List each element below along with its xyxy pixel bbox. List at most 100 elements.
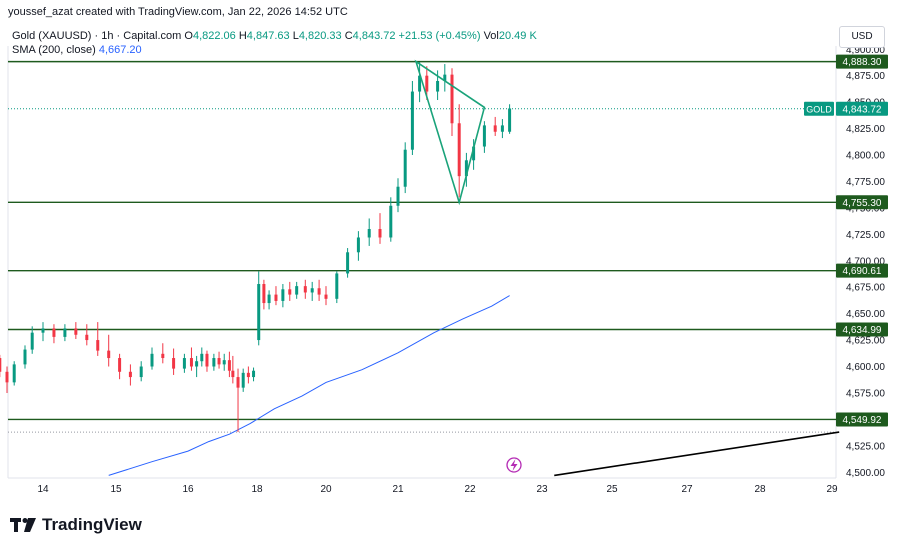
candle-body [246, 372, 250, 378]
candle-body [436, 80, 440, 92]
y-tick-label: 4,900.00 [846, 45, 885, 56]
low-label: L [292, 30, 299, 42]
candle-body [172, 358, 176, 369]
y-tick-label: 4,875.00 [846, 71, 885, 82]
x-tick-label: 25 [606, 484, 618, 495]
x-tick-label: 23 [536, 484, 548, 495]
y-tick-label: 4,800.00 [846, 151, 885, 162]
candle-body [443, 74, 447, 81]
candle-body [96, 340, 100, 351]
sma-legend[interactable]: SMA (200, close) 4,667.20 [12, 44, 142, 56]
candle-body [356, 237, 360, 253]
chart-attribution: youssef_azat created with TradingView.co… [8, 6, 348, 18]
level-price-tag [836, 412, 888, 427]
candle-body [5, 371, 9, 383]
trend-line [554, 431, 840, 477]
candle-body [85, 334, 89, 341]
level-price-tag [836, 54, 888, 69]
y-tick-label: 4,675.00 [846, 283, 885, 294]
x-tick-label: 18 [251, 484, 263, 495]
candle-body [378, 229, 382, 238]
candle-body [189, 358, 193, 367]
level-price-label: 4,888.30 [843, 57, 882, 68]
level-price-label: 4,634.99 [843, 325, 882, 336]
symbol-name[interactable]: Gold (XAUUSD) · 1h · Capital.com [12, 30, 182, 42]
sma-label: SMA (200, close) [12, 44, 96, 56]
candle-body [303, 286, 307, 293]
candle-body [295, 286, 299, 295]
candle-body [410, 91, 414, 150]
open-label: O [184, 30, 193, 42]
current-price-tag [836, 101, 888, 116]
candle-body [241, 372, 245, 388]
candle-body [236, 377, 240, 388]
candle-body [23, 349, 27, 365]
currency-selector[interactable]: USD [839, 26, 885, 48]
sma-line [108, 295, 510, 476]
candle-body [288, 289, 292, 295]
x-tick-label: 14 [37, 484, 49, 495]
candle-body [63, 328, 67, 337]
y-tick-label: 4,600.00 [846, 362, 885, 373]
x-tick-label: 22 [464, 484, 476, 495]
lightning-icon-bolt [510, 459, 518, 471]
symbol-price-tag [804, 101, 834, 116]
candle-body [450, 74, 454, 124]
level-price-label: 4,549.92 [843, 415, 882, 426]
candle-body [346, 252, 350, 274]
x-tick-label: 21 [392, 484, 404, 495]
y-tick-label: 4,725.00 [846, 230, 885, 241]
candle-body [52, 328, 56, 337]
volume-value: 20.49 K [498, 30, 537, 42]
candle-body [389, 205, 393, 238]
candle-body [281, 289, 285, 301]
candle-body [493, 125, 497, 132]
x-tick-label: 16 [182, 484, 194, 495]
candle-body [500, 125, 504, 132]
candle-body [425, 75, 429, 92]
candle-body [508, 108, 512, 132]
open-value: 4,822.06 [192, 30, 236, 42]
candle-body [205, 353, 209, 367]
candle-body [367, 229, 371, 238]
y-tick-label: 4,700.00 [846, 256, 885, 267]
tradingview-logo-icon [10, 518, 36, 532]
candle-body [150, 353, 154, 367]
y-tick-label: 4,825.00 [846, 124, 885, 135]
volume-label: Vol [483, 30, 499, 42]
candle-body [222, 360, 226, 365]
brand-name: TradingView [42, 515, 142, 534]
lightning-icon[interactable] [506, 457, 522, 473]
tradingview-logo: TradingView [10, 515, 142, 535]
candle-body [227, 360, 231, 371]
y-tick-label: 4,525.00 [846, 441, 885, 452]
candle-body [257, 284, 261, 341]
change-value: +21.53 (+0.45%) [398, 30, 481, 42]
candle-body [482, 125, 486, 147]
candle-body [12, 364, 16, 383]
candle-body [262, 284, 266, 304]
level-price-tag [836, 263, 888, 278]
candle-body [200, 353, 204, 362]
candle-body [310, 288, 314, 293]
candle-body [464, 160, 468, 177]
candle-body [107, 350, 111, 359]
candle-body [74, 328, 78, 335]
level-price-tag [836, 195, 888, 210]
candle-body [128, 371, 132, 378]
close-value: 4,843.72 [352, 30, 396, 42]
current-price-label: 4,843.72 [843, 104, 882, 115]
candle-body [217, 358, 221, 365]
candle-body [317, 288, 321, 295]
candle-body [182, 358, 186, 369]
candle-body [118, 358, 122, 372]
triangle-pattern [414, 59, 486, 206]
symbol-legend: Gold (XAUUSD) · 1h · Capital.com O4,822.… [12, 30, 537, 42]
x-tick-label: 20 [320, 484, 332, 495]
close-label: C [344, 30, 353, 42]
level-price-label: 4,690.61 [843, 266, 882, 277]
candle-body [396, 186, 400, 206]
candle-body [41, 328, 45, 333]
candle-body [403, 149, 407, 187]
